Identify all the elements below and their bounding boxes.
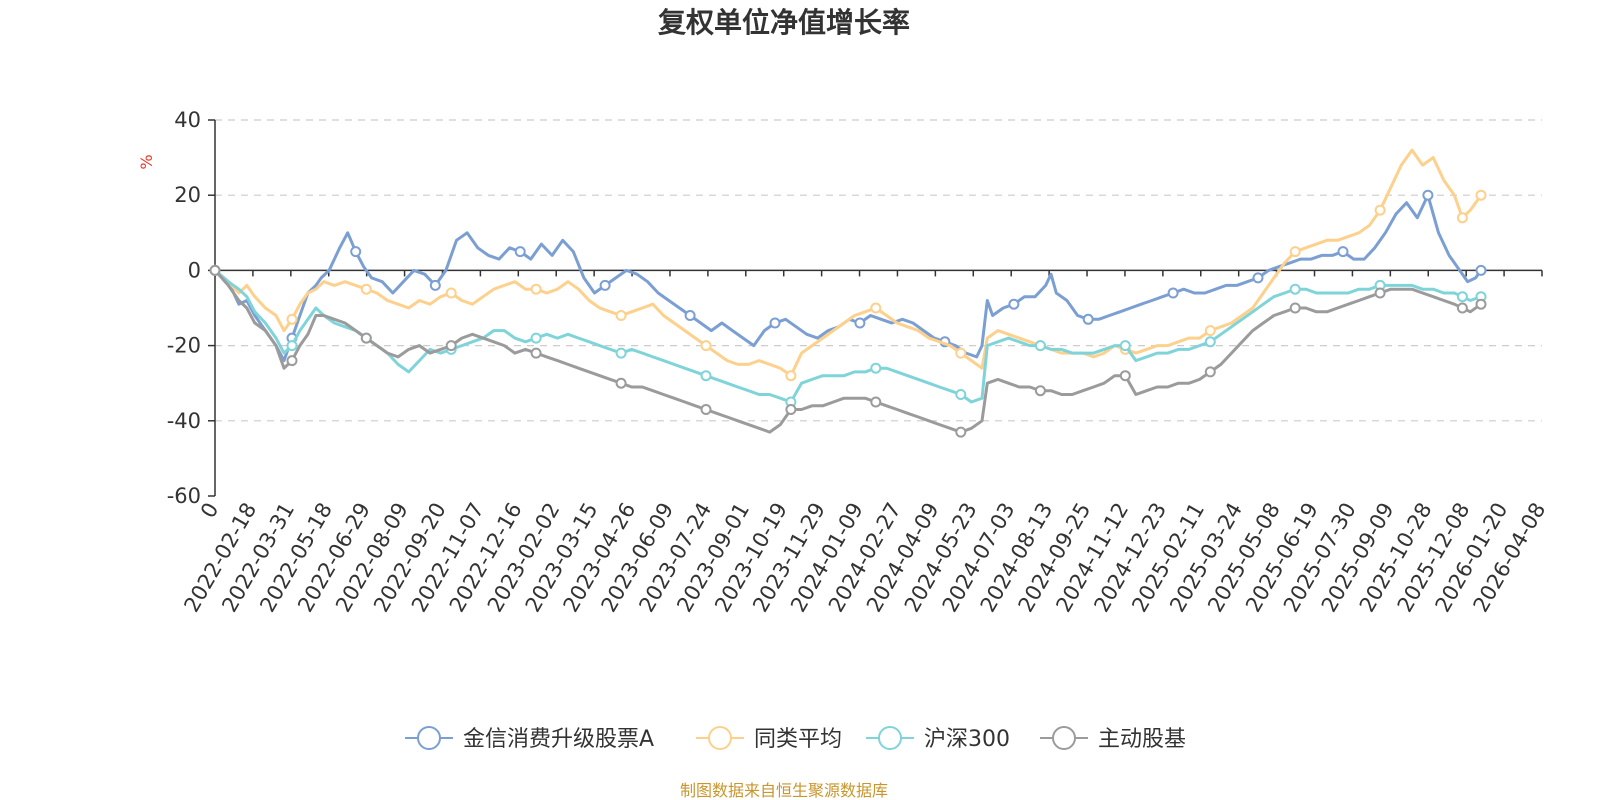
- series-point-1: [785, 370, 797, 382]
- series-point-3: [870, 396, 882, 408]
- series-point-3: [1119, 370, 1131, 382]
- series-point-3: [1289, 302, 1301, 314]
- series-point-0: [1082, 313, 1094, 325]
- series-point-0: [350, 246, 362, 258]
- series-point-3: [360, 332, 372, 344]
- series-point-0: [429, 279, 441, 291]
- series-point-1: [1289, 246, 1301, 258]
- series-point-0: [854, 317, 866, 329]
- legend-item[interactable]: 同类平均: [696, 726, 842, 752]
- series-point-3: [445, 340, 457, 352]
- series-point-2: [1119, 340, 1131, 352]
- legend-item[interactable]: 主动股基: [1040, 726, 1186, 752]
- series-point-0: [769, 317, 781, 329]
- series-point-1: [445, 287, 457, 299]
- series-point-2: [530, 332, 542, 344]
- series-point-0: [1008, 298, 1020, 310]
- series-point-0: [1337, 246, 1349, 258]
- y-axis: 40 20 0 -20 -40 -60: [167, 108, 216, 508]
- series-point-1: [286, 313, 298, 325]
- series-point-3: [1374, 287, 1386, 299]
- series-point-0: [1252, 272, 1264, 284]
- series-point-1: [1456, 212, 1468, 224]
- series-point-0: [1167, 287, 1179, 299]
- y-tick-label: -40: [167, 409, 201, 433]
- series-point-0: [599, 279, 611, 291]
- legend-label: 同类平均: [754, 727, 842, 752]
- series-line-1: [213, 148, 1483, 378]
- chart-title: 复权单位净值增长率: [658, 6, 910, 39]
- series-point-2: [286, 340, 298, 352]
- series-point-0: [1475, 264, 1487, 276]
- legend-marker: [878, 726, 902, 750]
- series-point-3: [1456, 302, 1468, 314]
- legend-item[interactable]: 金信消费升级股票A: [405, 726, 654, 752]
- series-point-2: [1289, 283, 1301, 295]
- series-point-3: [209, 264, 221, 276]
- y-tick-label: 40: [174, 108, 201, 132]
- y-tick-label: -60: [167, 484, 201, 508]
- legend-marker: [1052, 726, 1076, 750]
- series-point-3: [286, 355, 298, 367]
- series-point-0: [1422, 189, 1434, 201]
- series-point-2: [1204, 336, 1216, 348]
- series-point-3: [615, 377, 627, 389]
- series-point-2: [870, 362, 882, 374]
- series-point-2: [1034, 340, 1046, 352]
- series-point-1: [1475, 189, 1487, 201]
- source-note: 制图数据来自恒生聚源数据库: [680, 781, 888, 800]
- series-point-1: [1204, 325, 1216, 337]
- series-point-1: [530, 283, 542, 295]
- legend-label: 沪深300: [924, 727, 1010, 752]
- legend-label: 金信消费升级股票A: [463, 727, 654, 752]
- series-point-3: [1204, 366, 1216, 378]
- series-point-1: [360, 283, 372, 295]
- series-point-2: [955, 389, 967, 400]
- series-point-1: [700, 340, 712, 352]
- y-tick-label: 20: [174, 183, 201, 207]
- y-tick-label: 0: [188, 258, 201, 282]
- legend-marker: [708, 726, 732, 750]
- series-line-3: [213, 268, 1483, 434]
- y-tick-label: -20: [167, 334, 201, 358]
- legend-label: 主动股基: [1098, 727, 1186, 752]
- series-line-2: [213, 268, 1483, 404]
- x-tick-label: 0: [196, 499, 223, 523]
- series-point-3: [530, 347, 542, 359]
- series-point-3: [785, 404, 797, 415]
- y-axis-unit-label: %: [137, 154, 156, 169]
- series-point-0: [514, 246, 526, 258]
- series-line-0: [213, 193, 1483, 363]
- series-point-1: [1374, 204, 1386, 216]
- series-point-1: [955, 347, 967, 359]
- legend[interactable]: 金信消费升级股票A 同类平均 沪深300 主动股基: [405, 726, 1186, 752]
- series-point-3: [700, 404, 712, 415]
- grid-lines: [215, 119, 1542, 422]
- series-point-2: [1456, 291, 1468, 303]
- series-point-3: [1475, 298, 1487, 310]
- legend-item[interactable]: 沪深300: [866, 726, 1010, 752]
- series-point-1: [870, 302, 882, 314]
- legend-marker: [417, 726, 441, 750]
- series-lines: [209, 148, 1487, 438]
- series-point-3: [955, 426, 967, 438]
- series-point-0: [684, 310, 696, 321]
- series-point-2: [700, 370, 712, 382]
- series-point-2: [615, 347, 627, 359]
- series-point-3: [1034, 385, 1046, 397]
- series-point-1: [615, 310, 627, 321]
